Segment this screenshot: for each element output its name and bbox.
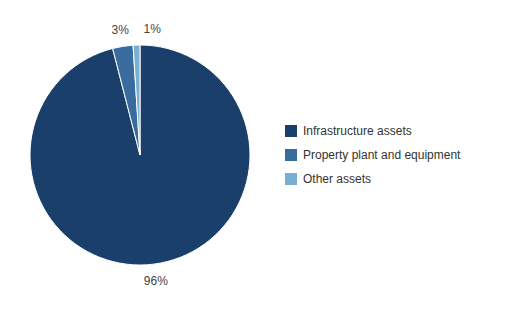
legend-swatch xyxy=(285,125,297,137)
chart-container: 96% 3% 1% Infrastructure assets Property pla… xyxy=(0,0,509,310)
legend: Infrastructure assets Property plant and … xyxy=(285,124,461,186)
pie-slice xyxy=(30,45,250,265)
data-label: 3% xyxy=(112,23,130,37)
legend-label: Other assets xyxy=(303,172,371,186)
slices xyxy=(30,45,250,265)
pie-slice xyxy=(113,45,140,155)
data-labels: 96% 3% 1% xyxy=(112,22,169,288)
data-label: 96% xyxy=(144,274,168,288)
legend-label: Infrastructure assets xyxy=(303,124,412,138)
pie-slice xyxy=(133,45,140,155)
legend-swatch xyxy=(285,173,297,185)
chart: 96% 3% 1% Infrastructure assets Property pla… xyxy=(0,0,509,310)
legend-label: Property plant and equipment xyxy=(303,148,461,162)
data-label: 1% xyxy=(144,22,162,36)
legend-swatch xyxy=(285,149,297,161)
